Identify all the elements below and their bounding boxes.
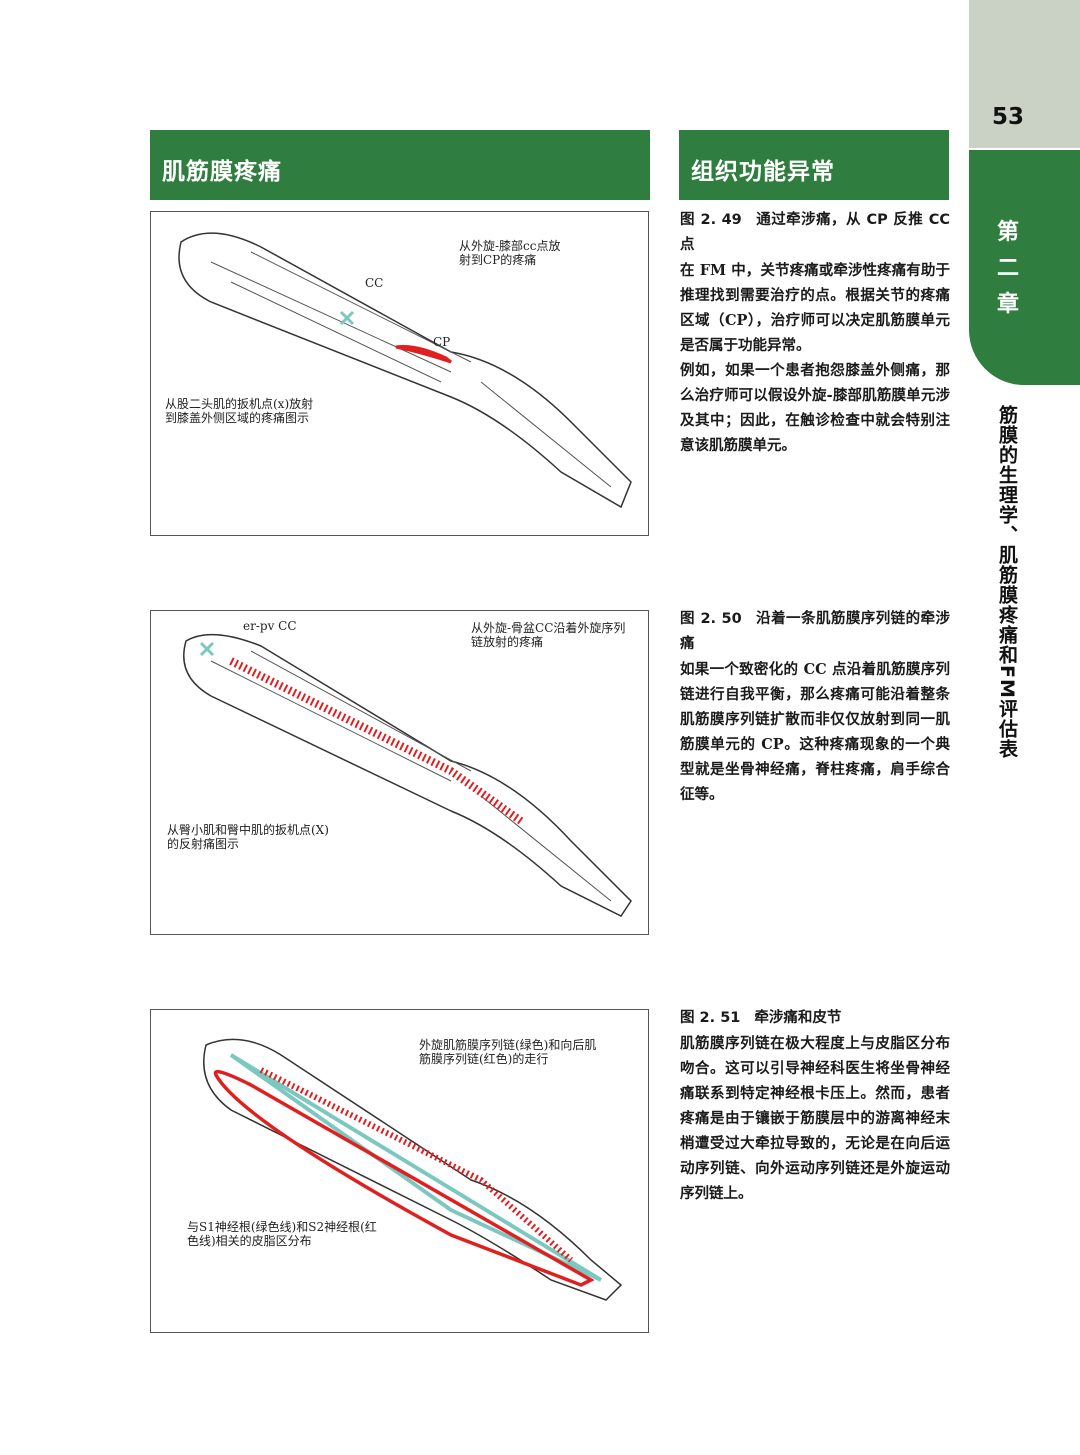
figure-2-51: 外旋肌筋膜序列链(绿色)和向后肌筋膜序列链(红色)的走行 与S1神经根(绿色线)… — [150, 1009, 649, 1333]
leg-illustration — [183, 633, 632, 917]
text-section-2-51: 图 2. 51 牵涉痛和皮节 肌筋膜序列链在极大程度上与皮脂区分布吻合。这可以引导… — [680, 1010, 950, 1202]
sidebar-top — [969, 0, 1080, 148]
figure-2-49: CC CP 从外旋-膝部cc点放射到CP的疼痛 从股二头肌的扳机点(x)放射到膝… — [150, 211, 649, 536]
cc-marker — [339, 310, 355, 326]
chapter-label: 第 二 章 — [996, 220, 1019, 317]
page-number: 53 — [991, 104, 1024, 130]
section-header-left: 肌筋膜疼痛 — [150, 130, 650, 200]
s2-line — [213, 1069, 595, 1287]
text-section-2-50: 图 2. 50 沿着一条肌筋膜序列链的牵涉痛 如果一个致密化的 CC 点沿着肌筋膜… — [680, 611, 951, 803]
figure-2-50: er-pv CC 从外旋-骨盆CC沿着外旋序列链放射的疼痛 从臀小肌和臀中肌的扳… — [150, 610, 649, 935]
chapter-title: 筋膜的生理学、肌筋膜疼痛和FM评估表 — [996, 405, 1018, 759]
leg-illustration — [203, 1038, 623, 1301]
section-header-right: 组织功能异常 — [679, 130, 949, 200]
chapter-tab — [969, 150, 1080, 385]
s1-line — [229, 1053, 603, 1282]
leg-illustration — [178, 232, 632, 509]
referred-pain-dots — [229, 657, 524, 825]
cc-marker — [199, 641, 215, 657]
text-section-2-49: 图 2. 49 通过牵涉痛，从 CP 反推 CC 点 在 FM 中，关节疼痛或牵涉… — [680, 212, 950, 454]
cp-pain-area — [395, 345, 452, 364]
